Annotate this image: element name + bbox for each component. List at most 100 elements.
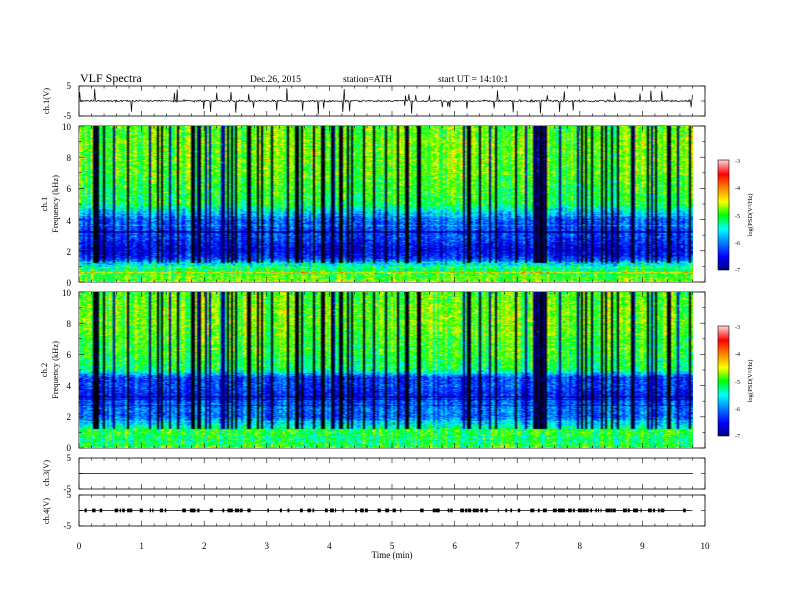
ch4-pulse [392, 508, 396, 513]
ch4-pulse [633, 508, 637, 513]
ch4-pulse [625, 508, 628, 513]
xtick-9: 9 [640, 541, 645, 551]
ch2-colorbar-tick-m4: -4 [735, 352, 740, 358]
ch4-pulse [560, 508, 564, 513]
ch4-pulse [267, 508, 269, 513]
ch4-pulse [437, 508, 440, 513]
ch1-spectrogram-panel: 0 2 4 6 8 10 ch.1 Frequency (kHz) [39, 122, 706, 288]
ch1-frequency-ylabel: Frequency (kHz) [50, 175, 60, 233]
ch4-ytick-5: 5 [67, 490, 72, 500]
ch4-pulse [608, 508, 611, 513]
ch1-waveform-ylabel: ch.1(V) [41, 88, 51, 114]
ch2-colorbar: -3 -4 -5 -6 -7 log(PSD(V²/Hz) [717, 325, 754, 440]
ch4-pulse [530, 508, 535, 513]
ch4-pulse [450, 508, 453, 513]
ch4-pulse [237, 508, 240, 513]
ch2-ytick-0: 0 [67, 443, 72, 453]
ch1-ytick-minus5: -5 [64, 111, 72, 121]
ch3-waveform-ylabel: ch.3(V) [41, 460, 51, 486]
time-axis: 0 1 2 3 4 5 6 7 8 9 10 Time (min) [77, 541, 710, 560]
ch4-pulse [159, 508, 164, 513]
ch4-pulse [127, 508, 130, 513]
ch4-pulse [139, 508, 143, 513]
xtick-4: 4 [327, 541, 332, 551]
ch4-pulse [505, 508, 508, 513]
ch3-ytick-minus5: -5 [64, 484, 72, 494]
ch4-pulse [623, 508, 626, 513]
ch4-pulse [472, 508, 476, 513]
ch4-pulse [209, 508, 213, 513]
ch4-pulse [635, 508, 639, 513]
ch4-pulse [122, 508, 125, 513]
ch4-pulse [590, 508, 593, 513]
ch4-pulse [435, 508, 439, 513]
ch4-pulse [279, 508, 282, 513]
ch4-pulse [552, 508, 557, 513]
ch3-waveform-panel: 5 -5 ch.3(V) [41, 453, 706, 494]
ch2-colorbar-label: log(PSD(V²/Hz) [747, 360, 754, 403]
ch4-pulse [628, 508, 630, 513]
ch4-pulse [300, 508, 303, 513]
ch4-pulse [567, 508, 572, 513]
ch2-colorbar-fill [717, 325, 730, 437]
ch4-pulse [610, 508, 613, 513]
ch4-pulse [475, 508, 479, 513]
ch4-pulse [447, 508, 450, 513]
ch4-pulse [480, 508, 483, 513]
ch2-spectrogram-panel: 0 2 4 6 8 10 ch.2 Frequency (kHz) [39, 288, 706, 453]
ch3-ytick-5: 5 [67, 453, 72, 463]
ch4-pulse [247, 508, 251, 513]
ch1-ytick-5: 5 [67, 81, 72, 91]
figure-title: VLF Spectra [80, 71, 142, 85]
ch4-pulse [362, 508, 364, 513]
ch1-colorbar-tick-m5: -5 [735, 214, 740, 220]
ch1-colorbar-tick-m3: -3 [735, 159, 740, 165]
ch4-pulse [342, 508, 344, 513]
ch2-colorbar-tick-m5: -5 [735, 380, 740, 386]
ch1-ytick-8: 8 [67, 153, 72, 163]
ch4-pulse [92, 508, 96, 513]
ch4-pulse [229, 508, 233, 513]
time-axis-label: Time (min) [372, 550, 413, 560]
ch1-colorbar: -3 -4 -5 -6 -7 log(PSD(V²/Hz) [717, 159, 754, 274]
ch4-pulse [683, 508, 686, 513]
ch4-pulse [152, 508, 154, 513]
ch1-waveform-panel: 5 -5 ch.1(V) [41, 81, 706, 121]
ch1-ytick-10: 10 [62, 122, 72, 132]
ch4-pulse [99, 508, 103, 513]
ch4-waveform-trace [79, 508, 693, 513]
ch4-pulse [222, 508, 225, 513]
ch4-pulse [582, 508, 586, 513]
ch4-pulse [510, 508, 513, 513]
ch4-pulse [307, 508, 311, 513]
ch4-pulse [325, 508, 328, 513]
ch4-pulse [432, 508, 436, 513]
axis-tick-marks [78, 85, 706, 527]
ch4-pulse [542, 508, 547, 513]
ch4-pulse [577, 508, 582, 513]
ch4-pulse [595, 508, 597, 513]
ch1-colorbar-fill [717, 159, 730, 271]
ch4-pulse [129, 508, 133, 513]
xtick-0: 0 [77, 541, 82, 551]
ch1-waveform-line [78, 88, 693, 115]
ch4-pulse [557, 508, 561, 513]
ch4-pulse [600, 508, 602, 513]
ch4-ytick-minus5: -5 [64, 521, 72, 531]
ch2-ytick-4: 4 [67, 381, 72, 391]
ch4-pulse [580, 508, 583, 513]
ch4-pulse [355, 508, 357, 513]
ch2-frequency-ylabel: Frequency (kHz) [50, 341, 60, 399]
ch4-pulse [377, 508, 381, 513]
ch4-waveform-panel: 5 -5 ch.4(V) [41, 490, 706, 531]
xtick-5: 5 [390, 541, 395, 551]
ch4-pulse [420, 508, 424, 513]
ch4-pulse [119, 508, 121, 513]
ch2-colorbar-tick-m3: -3 [735, 325, 740, 331]
ch2-spectrogram-channel-label: ch.2 [39, 363, 49, 377]
ch1-colorbar-tick-m4: -4 [735, 186, 740, 192]
ch2-spectrogram-heatmap [79, 292, 693, 448]
ch1-spectrogram-heatmap [79, 126, 693, 282]
ch4-pulse [197, 508, 200, 513]
ch4-pulse [585, 508, 589, 513]
